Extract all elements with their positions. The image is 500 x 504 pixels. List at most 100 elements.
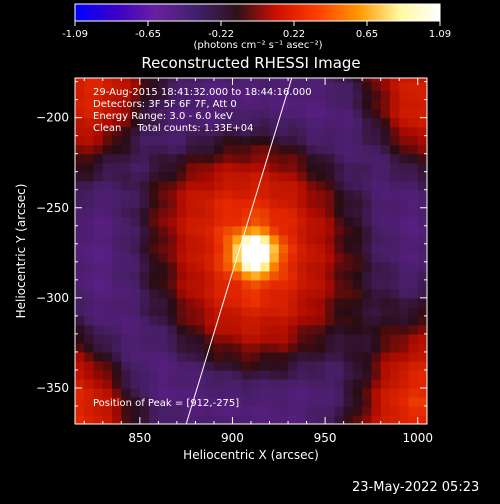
heatmap-cell [213, 306, 224, 317]
heatmap-cell [343, 189, 354, 200]
heatmap-cell [84, 243, 95, 254]
heatmap-cell [251, 279, 261, 290]
heatmap-cell [75, 342, 85, 353]
heatmap-cell [130, 144, 141, 155]
heatmap-cell [102, 198, 113, 209]
heatmap-cell [352, 324, 363, 335]
heatmap-cell [269, 405, 280, 416]
heatmap-cell [371, 252, 382, 263]
heatmap-cell [251, 225, 261, 236]
heatmap-cell [232, 333, 243, 344]
heatmap-cell [149, 108, 159, 119]
heatmap-cell [251, 171, 261, 182]
heatmap-cell [93, 117, 104, 128]
heatmap-cell [297, 225, 308, 236]
heatmap-cell [93, 414, 104, 424]
heatmap-cell [112, 306, 122, 317]
heatmap-cell [334, 135, 345, 146]
heatmap-cell [389, 171, 400, 182]
heatmap-cell [195, 78, 206, 83]
heatmap-cell [408, 99, 419, 110]
heatmap-cell [149, 198, 159, 209]
heatmap-cell [149, 333, 159, 344]
heatmap-cell [399, 360, 410, 371]
heatmap-cell [371, 306, 382, 317]
heatmap-cell [232, 198, 243, 209]
heatmap-cell [84, 81, 95, 92]
heatmap-cell [399, 180, 410, 191]
heatmap-cell [232, 324, 243, 335]
heatmap-cell [260, 396, 271, 407]
heatmap-cell [167, 234, 178, 245]
heatmap-cell [288, 360, 298, 371]
heatmap-cell [362, 180, 373, 191]
heatmap-cell [139, 135, 150, 146]
heatmap-cell [417, 162, 427, 173]
heatmap-cell [158, 117, 169, 128]
heatmap-cell [149, 90, 159, 101]
heatmap-cell [167, 288, 178, 299]
heatmap-cell [371, 378, 382, 389]
heatmap-cell [232, 342, 243, 353]
heatmap-cell [223, 198, 234, 209]
heatmap-cell [417, 117, 427, 128]
heatmap-cell [158, 387, 169, 398]
heatmap-cell [84, 216, 95, 227]
heatmap-cell [371, 153, 382, 164]
heatmap-cell [352, 135, 363, 146]
x-axis-ticks: 850 900 950 1000 [83, 78, 433, 445]
heatmap-cell [75, 333, 85, 344]
heatmap-cell [306, 261, 317, 272]
heatmap-cell [399, 279, 410, 290]
heatmap-cell [288, 171, 298, 182]
heatmap-cell [223, 360, 234, 371]
heatmap-cell [260, 108, 271, 119]
heatmap-cell [186, 180, 197, 191]
heatmap-cell [269, 288, 280, 299]
heatmap-cell [93, 198, 104, 209]
heatmap-cell [371, 216, 382, 227]
heatmap-cell [158, 369, 169, 380]
y-tick-label: −200 [36, 111, 69, 125]
heatmap-cell [362, 90, 373, 101]
heatmap-cell [130, 405, 141, 416]
heatmap-cell [260, 369, 271, 380]
heatmap-cell [380, 252, 391, 263]
heatmap-cell [102, 315, 113, 326]
heatmap-cell [195, 153, 206, 164]
heatmap-cell [204, 225, 215, 236]
heatmap-cell [167, 279, 178, 290]
heatmap-cell [297, 396, 308, 407]
heatmap-cell [102, 342, 113, 353]
colorbar [74, 3, 441, 22]
heatmap-cell [223, 108, 234, 119]
heatmap-cell [380, 135, 391, 146]
heatmap-cell [288, 270, 298, 281]
heatmap-cell [371, 261, 382, 272]
heatmap-cell [417, 378, 427, 389]
heatmap-cell [260, 378, 271, 389]
heatmap-cell [278, 288, 289, 299]
heatmap-cell [362, 405, 373, 416]
heatmap-cell [362, 351, 373, 362]
heatmap-cell [84, 360, 95, 371]
heatmap-cell [269, 117, 280, 128]
heatmap-cell [75, 153, 85, 164]
heatmap-cell [408, 351, 419, 362]
heatmap-cell [195, 306, 206, 317]
heatmap-cell [251, 306, 261, 317]
heatmap-cell [352, 243, 363, 254]
heatmap-cell [389, 378, 400, 389]
heatmap-cell [371, 414, 382, 424]
heatmap-cell [241, 78, 252, 83]
heatmap-cell [417, 414, 427, 424]
heatmap-cell [389, 297, 400, 308]
heatmap-cell [297, 270, 308, 281]
heatmap-cell [343, 396, 354, 407]
heatmap-cell [288, 261, 298, 272]
heatmap-cell [186, 378, 197, 389]
heatmap-cell [186, 261, 197, 272]
heatmap-cell [362, 153, 373, 164]
heatmap-cell [408, 297, 419, 308]
heatmap-cell [93, 369, 104, 380]
